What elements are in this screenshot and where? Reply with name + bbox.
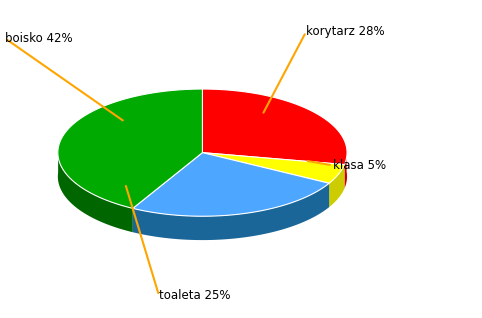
Polygon shape — [58, 149, 133, 232]
Text: klasa 5%: klasa 5% — [333, 159, 386, 172]
Polygon shape — [133, 153, 329, 216]
Polygon shape — [202, 89, 347, 164]
Text: boisko 42%: boisko 42% — [5, 32, 72, 45]
Polygon shape — [133, 183, 329, 240]
Text: korytarz 28%: korytarz 28% — [306, 25, 385, 38]
Text: toaleta 25%: toaleta 25% — [159, 289, 230, 302]
Polygon shape — [58, 89, 202, 208]
Polygon shape — [202, 153, 345, 183]
Polygon shape — [345, 148, 347, 188]
Polygon shape — [329, 164, 345, 207]
